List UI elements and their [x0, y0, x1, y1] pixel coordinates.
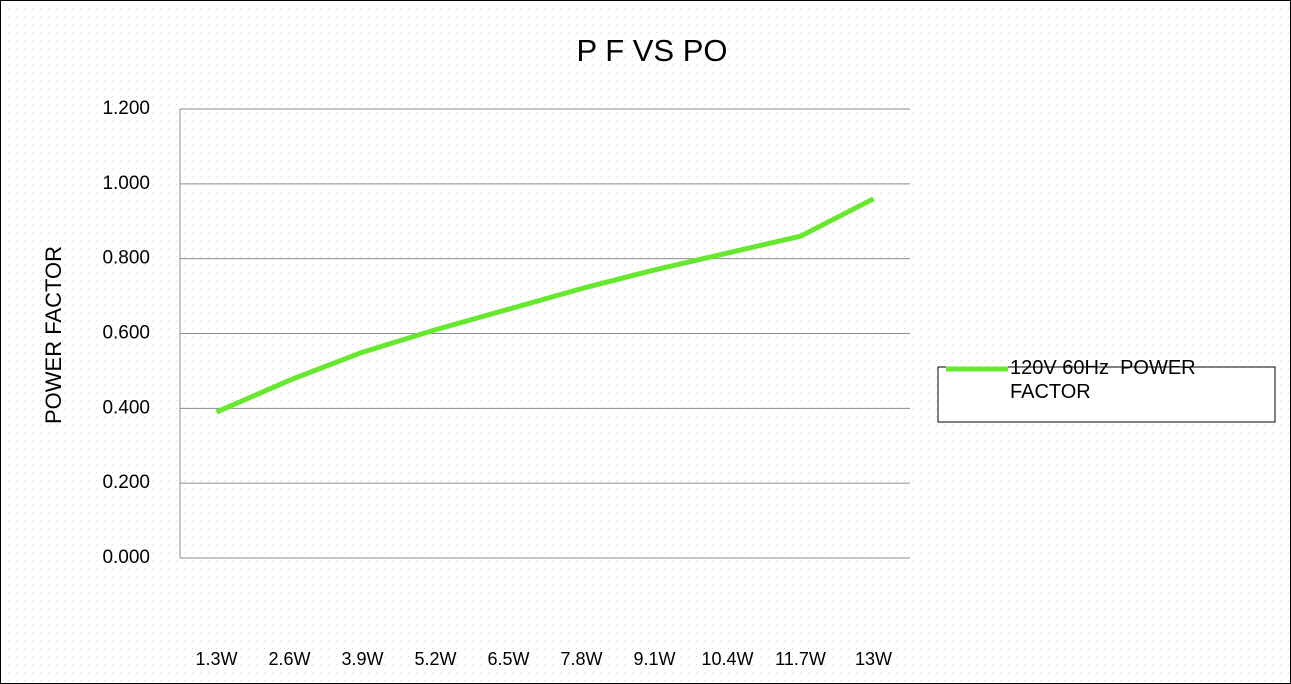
x-tick-label: 10.4W	[701, 649, 753, 669]
legend-box	[937, 366, 1276, 423]
x-tick-label: 11.7W	[775, 649, 826, 669]
y-tick-label: 0.200	[102, 472, 150, 493]
y-tick-label: 0.400	[102, 397, 150, 418]
chart-title: P F VS PO	[576, 33, 727, 68]
legend-label: 120V 60Hz POWER FACTOR	[1010, 357, 1202, 403]
y-axis-label: POWER FACTOR	[41, 246, 66, 424]
data-line	[215, 196, 875, 415]
y-tick-label: 0.600	[102, 323, 150, 344]
x-tick-label: 9.1W	[633, 649, 675, 669]
y-tick-label: 0.800	[102, 248, 150, 269]
x-tick-label: 5.2W	[414, 649, 456, 669]
x-tick-label: 7.8W	[560, 649, 602, 669]
y-tick-label: 0.000	[102, 547, 150, 568]
x-tick-label: 2.6W	[268, 649, 310, 669]
x-tick-label: 6.5W	[487, 649, 529, 669]
y-tick-label: 1.000	[102, 173, 150, 194]
y-tick-label: 1.200	[102, 98, 150, 119]
x-tick-label: 3.9W	[341, 649, 383, 669]
x-tick-label: 13W	[855, 649, 892, 669]
x-tick-label: 1.3W	[195, 649, 237, 669]
